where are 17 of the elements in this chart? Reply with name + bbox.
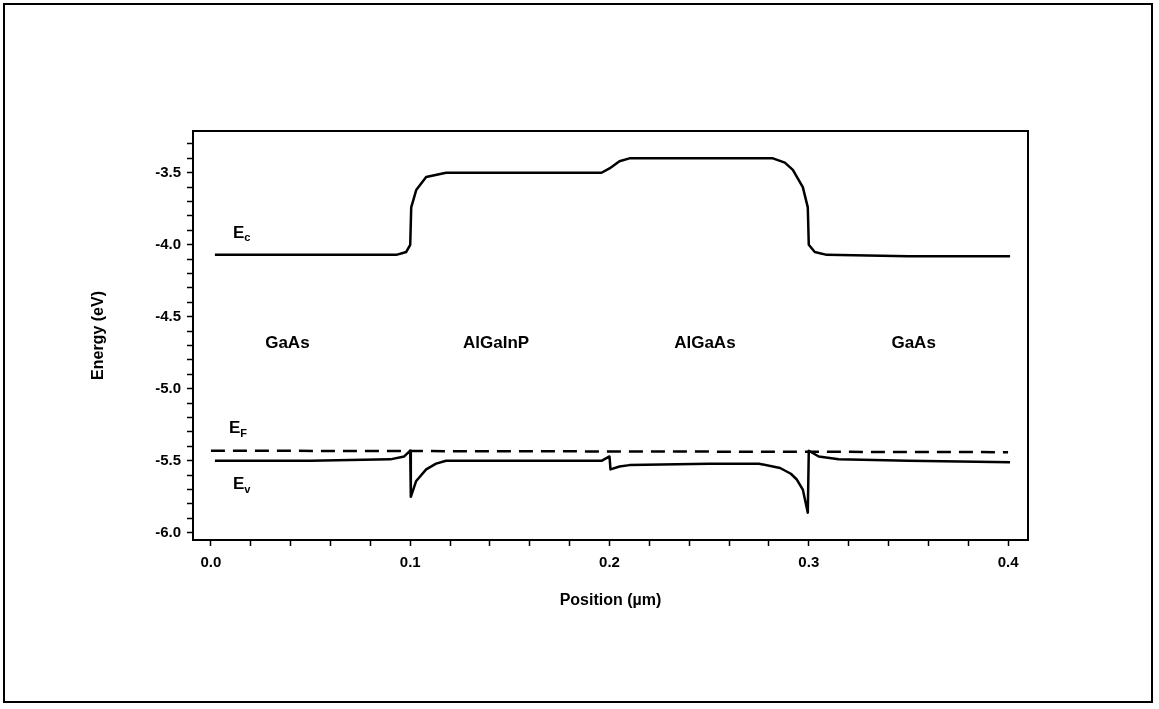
- x-axis-title: Position (µm): [559, 590, 662, 608]
- y-tick-label: -5.5: [155, 450, 181, 468]
- y-tick-label: -3.5: [155, 162, 181, 180]
- y-tick-label: -5.0: [155, 378, 181, 396]
- y-axis-title: Energy (eV): [89, 291, 107, 380]
- x-tick-label: 0.2: [599, 553, 620, 571]
- y-tick-label: -4.5: [155, 306, 181, 324]
- x-tick-label: 0.0: [200, 553, 222, 571]
- annotation: AlGaAs: [674, 333, 736, 353]
- annotation: GaAs: [891, 333, 936, 353]
- x-tick-label: 0.1: [399, 553, 421, 571]
- annotation: AlGaInP: [463, 333, 530, 353]
- annotation: GaAs: [265, 333, 310, 353]
- x-tick-label: 0.3: [798, 553, 820, 571]
- y-tick-label: -4.0: [155, 234, 181, 252]
- x-tick-label: 0.4: [997, 553, 1020, 571]
- y-tick-label: -6.0: [155, 522, 181, 540]
